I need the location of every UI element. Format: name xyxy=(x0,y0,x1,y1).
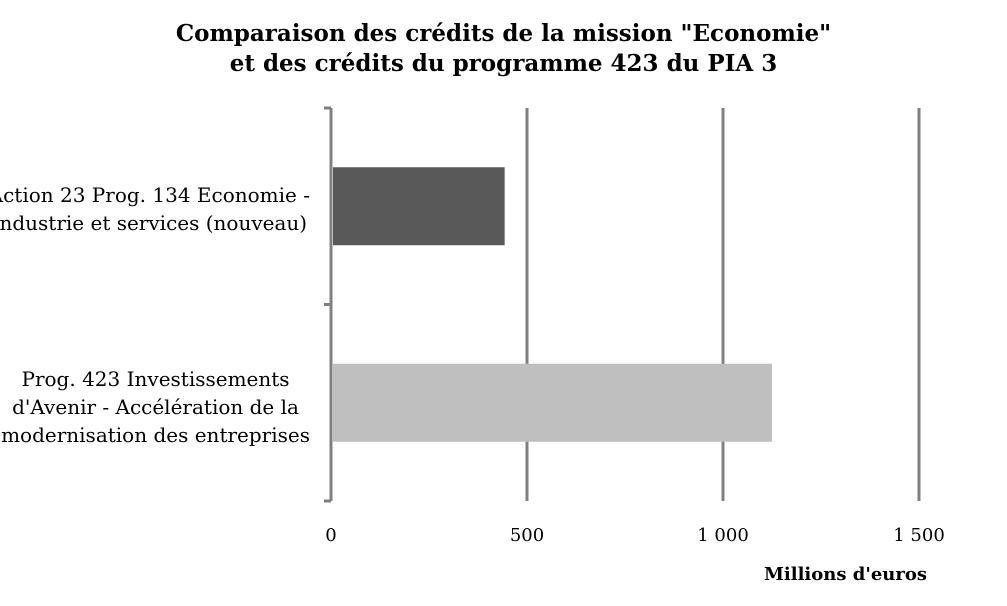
x-tick-label: 1 000 xyxy=(697,525,749,546)
y-axis xyxy=(324,106,333,503)
x-tick-label: 1 500 xyxy=(893,525,945,546)
bar-0 xyxy=(333,167,505,246)
gridlines xyxy=(525,108,921,501)
category-label-line: modernisation des entreprises xyxy=(1,423,310,447)
category-label-line: Action 23 Prog. 134 Economie - xyxy=(0,183,310,207)
category-label-line: Industrie et services (nouveau) xyxy=(0,211,308,235)
category-label-action-23: Action 23 Prog. 134 Economie - Industrie… xyxy=(0,181,310,237)
chart-title-line-2: et des crédits du programme 423 du PIA 3 xyxy=(229,50,778,77)
x-tick-label: 500 xyxy=(510,525,544,546)
bar-1 xyxy=(333,363,772,442)
x-tick-labels: 0 500 1 000 1 500 xyxy=(325,525,944,546)
category-label-prog-423: Prog. 423 Investissements d'Avenir - Acc… xyxy=(1,365,310,449)
chart-title-line-1: Comparaison des crédits de la mission "E… xyxy=(175,20,832,47)
category-label-line: d'Avenir - Accélération de la xyxy=(12,395,299,419)
x-axis-unit-label: Millions d'euros xyxy=(763,564,927,585)
bars xyxy=(333,167,772,442)
x-tick-label: 0 xyxy=(325,525,336,546)
category-label-line: Prog. 423 Investissements xyxy=(21,367,290,391)
